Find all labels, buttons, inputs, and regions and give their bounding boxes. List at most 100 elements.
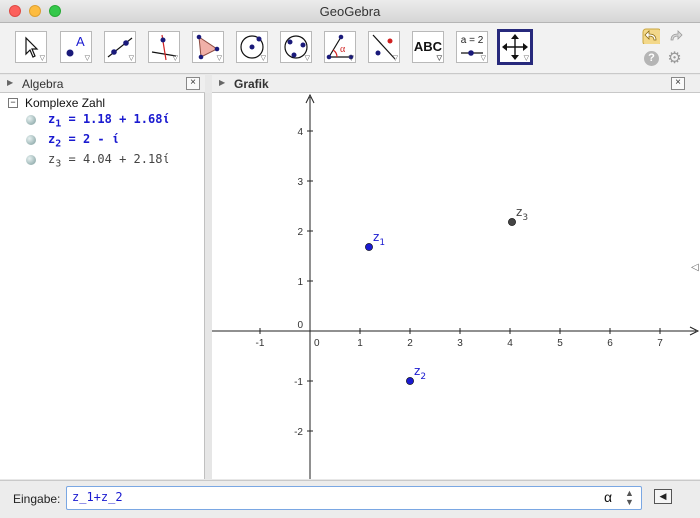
algebra-panel-title: Algebra <box>22 77 64 91</box>
point-A-icon: A <box>66 34 85 57</box>
line-through-points-icon <box>107 37 133 58</box>
window-minimize-button[interactable] <box>29 5 41 17</box>
algebra-row-text: z2 = 2 - ί <box>48 132 119 149</box>
object-name: z <box>48 132 56 146</box>
x-tick-label: 7 <box>657 338 663 349</box>
coordinate-plane[interactable]: -1 0 1 2 3 4 5 6 7 4 3 2 1 0 -1 -2 z1 z2 z3 <box>212 93 700 479</box>
x-tick-label: 2 <box>407 338 413 349</box>
point-label-z1: z1 <box>373 230 385 248</box>
x-axis-arrow <box>689 326 700 336</box>
slider-tool[interactable]: a = 2 ▽ <box>456 31 488 63</box>
redo-icon[interactable] <box>666 28 684 44</box>
line-tool[interactable]: ▽ <box>104 31 136 63</box>
text-tool[interactable]: ABC ▽ <box>412 31 444 63</box>
y-tick-label: 2 <box>297 227 303 238</box>
chevron-down-icon: ▽ <box>39 55 45 62</box>
visibility-toggle-icon[interactable] <box>26 115 36 125</box>
input-bar: Eingabe: z_1+z_2 α ▲ ▼ <box>0 480 700 518</box>
object-subscript: 2 <box>55 138 62 150</box>
close-icon[interactable]: × <box>186 77 200 90</box>
angle-icon: α <box>326 34 354 60</box>
object-name: z <box>48 112 56 126</box>
chevron-down-icon: ▽ <box>84 55 90 62</box>
circle-center-point-icon <box>240 35 264 59</box>
visibility-toggle-icon[interactable] <box>26 155 36 165</box>
text-icon: ABC <box>413 39 443 54</box>
close-icon[interactable]: × <box>671 77 685 90</box>
graphics-panel-title: Grafik <box>234 77 269 91</box>
x-tick-label: -1 <box>256 338 265 349</box>
svg-text:A: A <box>76 34 85 49</box>
alpha-keyboard-button[interactable]: α <box>604 489 613 505</box>
object-value: = 1.18 + 1.68ί <box>68 112 170 126</box>
chevron-down-icon: ▽ <box>216 55 222 62</box>
chevron-down-icon: ▽ <box>436 55 442 62</box>
y-tick-label: 3 <box>297 177 303 188</box>
angle-tool[interactable]: α ▽ <box>324 31 356 63</box>
toolbar: ▽ A ▽ ▽ ▽ ▽ ▽ ▽ <box>0 23 700 74</box>
y-tick-label: 4 <box>297 127 303 138</box>
object-name: z <box>48 152 56 166</box>
panel-splitter[interactable] <box>205 93 212 479</box>
window-maximize-button[interactable] <box>49 5 61 17</box>
perpendicular-line-tool[interactable]: ▽ <box>148 31 180 63</box>
reflect-line-icon <box>372 34 396 60</box>
help-icon[interactable]: ? <box>644 51 659 66</box>
algebra-view <box>0 93 205 479</box>
algebra-row-text: z1 = 1.18 + 1.68ί <box>48 112 170 129</box>
toggle-input-help-icon[interactable]: ◀ <box>654 489 672 504</box>
object-subscript: 1 <box>55 118 62 130</box>
slider-track-icon <box>461 50 483 56</box>
x-tick-label: 3 <box>457 338 463 349</box>
window-close-button[interactable] <box>9 5 21 17</box>
gear-icon[interactable]: ⚙ <box>667 50 682 67</box>
chevron-down-icon: ▽ <box>480 55 486 62</box>
circle-tool[interactable]: ▽ <box>236 31 268 63</box>
point-z1[interactable] <box>365 243 373 251</box>
move-tool[interactable]: ▽ <box>15 31 47 63</box>
input-field[interactable]: z_1+z_2 α ▲ ▼ <box>66 486 642 510</box>
expand-sidebar-icon[interactable]: ◁ <box>691 262 699 273</box>
undo-icon[interactable] <box>642 28 660 44</box>
conic-tool[interactable]: ▽ <box>280 31 312 63</box>
y-tick-label: -1 <box>294 377 303 388</box>
chevron-down-icon: ▽ <box>260 55 266 62</box>
move-graphics-tool[interactable]: ▽ <box>497 29 533 65</box>
y-tick-label: 0 <box>297 320 303 331</box>
svg-text:α: α <box>340 44 346 55</box>
algebra-panel-header: ▶ Algebra × <box>0 75 205 93</box>
object-value: = 2 - ί <box>68 132 120 146</box>
perpendicular-line-icon <box>151 34 177 61</box>
x-tick-label: 1 <box>357 338 363 349</box>
chevron-down-icon: ▽ <box>348 55 354 62</box>
caret-right-icon[interactable]: ▶ <box>219 78 226 87</box>
chevron-down-icon: ▽ <box>128 55 134 62</box>
polygon-tool[interactable]: ▽ <box>192 31 224 63</box>
x-tick-label: 0 <box>314 338 320 349</box>
point-label-z3: z3 <box>516 205 528 223</box>
algebra-row-text: z3 = 4.04 + 2.18ί <box>48 152 170 169</box>
y-tick-label: 1 <box>297 277 303 288</box>
input-label: Eingabe: <box>13 492 61 506</box>
y-tick-label: -2 <box>294 427 303 438</box>
x-tick-label: 4 <box>507 338 513 349</box>
object-subscript: 3 <box>55 158 62 170</box>
arrow-pointer-icon <box>25 36 39 58</box>
caret-right-icon[interactable]: ▶ <box>7 78 14 87</box>
move-cross-icon <box>502 34 528 60</box>
input-value: z_1+z_2 <box>72 490 123 504</box>
chevron-down-icon: ▽ <box>392 55 398 62</box>
history-spinner-icon[interactable]: ▲ ▼ <box>625 488 634 507</box>
point-label-z2: z2 <box>414 364 426 382</box>
title-bar: GeoGebra <box>0 0 700 23</box>
point-tool[interactable]: A ▽ <box>60 31 92 63</box>
chevron-down-icon: ▽ <box>523 55 529 62</box>
graphics-view[interactable]: -1 0 1 2 3 4 5 6 7 4 3 2 1 0 -1 -2 z1 z2 z3 <box>212 93 700 479</box>
visibility-toggle-icon[interactable] <box>26 135 36 145</box>
point-z2[interactable] <box>406 377 414 385</box>
reflect-tool[interactable]: ▽ <box>368 31 400 63</box>
collapse-icon[interactable]: − <box>8 98 18 108</box>
point-z3[interactable] <box>508 218 516 226</box>
window-title: GeoGebra <box>319 4 381 19</box>
chevron-down-icon: ▽ <box>304 55 310 62</box>
